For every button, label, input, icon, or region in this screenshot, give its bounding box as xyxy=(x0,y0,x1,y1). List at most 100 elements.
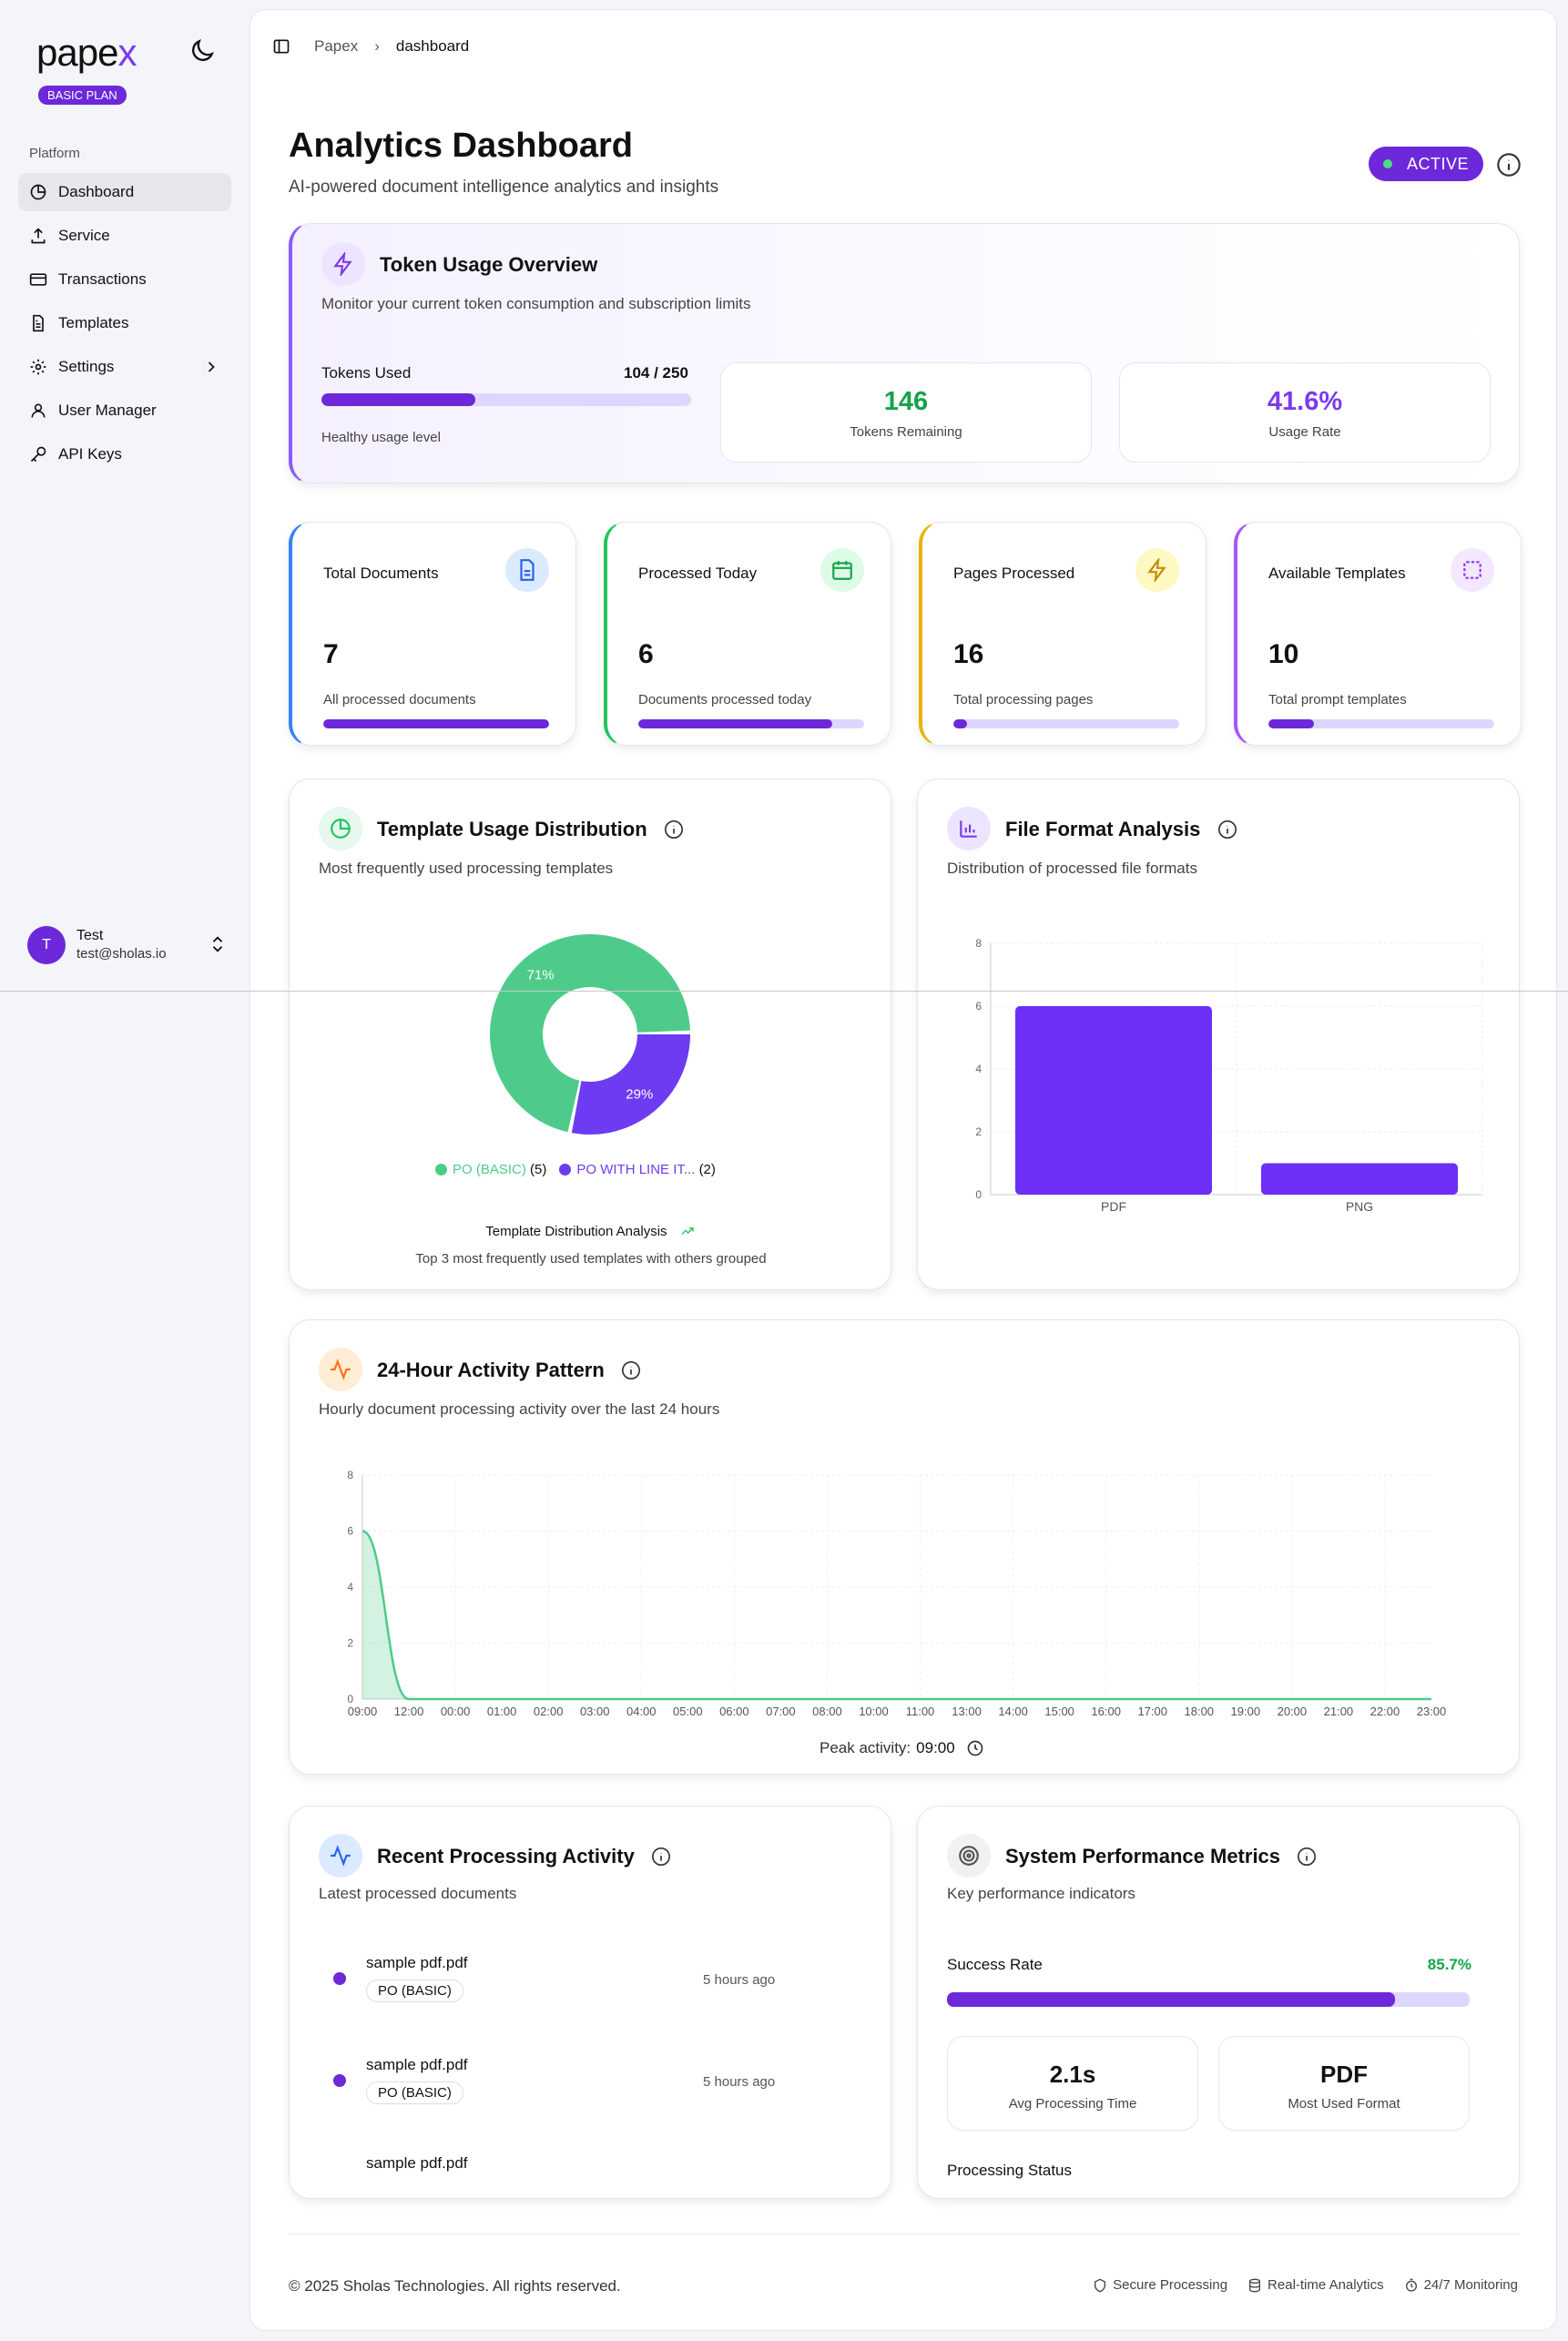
page-title: Analytics Dashboard xyxy=(289,127,633,165)
footer-copyright: © 2025 Sholas Technologies. All rights r… xyxy=(289,2277,621,2295)
pie-chart-icon xyxy=(319,807,362,850)
info-icon[interactable] xyxy=(621,1360,641,1380)
usage-rate-value: 41.6% xyxy=(1267,387,1343,416)
x-tick-label: 08:00 xyxy=(812,1705,842,1718)
list-item[interactable]: sample pdf.pdf PO (BASIC) 5 hours ago xyxy=(333,1949,789,2003)
clock-icon xyxy=(967,1740,983,1756)
x-tick-label: 10:00 xyxy=(859,1705,889,1718)
footer-monitoring: 24/7 Monitoring xyxy=(1404,2277,1518,2293)
legend-item[interactable]: PO WITH LINE IT... (2) xyxy=(559,1162,716,1177)
key-icon xyxy=(30,446,46,463)
usage-rate-label: Usage Rate xyxy=(1268,424,1341,440)
stat-card-pages-processed: Pages Processed 16 Total processing page… xyxy=(919,522,1207,746)
footer-links: Secure Processing Real-time Analytics 24… xyxy=(1073,2277,1518,2293)
x-tick-label: 07:00 xyxy=(766,1705,796,1718)
y-tick-label: 4 xyxy=(347,1581,353,1593)
tokens-used-value: 104 / 250 xyxy=(624,364,688,382)
info-icon[interactable] xyxy=(1297,1847,1317,1867)
x-tick-label: PDF xyxy=(1101,1199,1126,1214)
x-tick-label: 09:00 xyxy=(348,1705,378,1718)
success-rate-value: 85.7% xyxy=(1427,1956,1471,1973)
breadcrumb-root[interactable]: Papex xyxy=(314,37,359,55)
chevron-right-icon xyxy=(208,361,215,372)
stat-bar xyxy=(638,719,864,728)
document-icon xyxy=(505,548,549,592)
file-format-bar-chart: 0 2 4 6 8 PDF PNG xyxy=(975,937,1483,1214)
breadcrumb-current: dashboard xyxy=(395,37,470,55)
y-tick-label: 2 xyxy=(347,1637,353,1650)
sidebar-item-settings[interactable]: Settings xyxy=(18,348,231,386)
shield-icon xyxy=(1095,2278,1106,2292)
y-tick-label: 4 xyxy=(975,1063,982,1075)
status-dot xyxy=(1382,159,1392,168)
sidebar-item-user-manager[interactable]: User Manager xyxy=(18,392,231,430)
stat-card-available-templates: Available Templates 10 Total prompt temp… xyxy=(1234,522,1522,746)
performance-subtitle: Key performance indicators xyxy=(947,1885,1135,1902)
stat-bar xyxy=(1268,719,1494,728)
x-tick-label: 14:00 xyxy=(998,1705,1028,1718)
token-usage-subtitle: Monitor your current token consumption a… xyxy=(321,295,751,312)
timer-icon xyxy=(1405,2278,1417,2292)
sidebar-item-transactions[interactable]: Transactions xyxy=(18,260,231,299)
recent-activity-card: Recent Processing Activity Latest proces… xyxy=(289,1806,891,2199)
user-email: test@sholas.io xyxy=(76,946,167,962)
gear-icon xyxy=(30,359,46,375)
tokens-progress-bar xyxy=(321,393,691,406)
template-tag: PO (BASIC) xyxy=(366,1980,463,2002)
list-item[interactable]: sample pdf.pdf PO (BASIC) 5 hours ago xyxy=(333,2051,789,2105)
token-usage-card: Token Usage Overview Monitor your curren… xyxy=(289,223,1520,483)
list-item[interactable]: sample pdf.pdf xyxy=(366,2154,468,2172)
x-tick-label: 15:00 xyxy=(1044,1705,1074,1718)
info-icon[interactable] xyxy=(1217,819,1237,840)
x-tick-label: 12:00 xyxy=(394,1705,424,1718)
x-tick-label: 02:00 xyxy=(534,1705,564,1718)
sidebar-toggle-icon[interactable] xyxy=(272,37,290,56)
tokens-remaining-box: 146 Tokens Remaining xyxy=(720,362,1092,463)
user-icon xyxy=(31,403,46,418)
sidebar-nav: Dashboard Service Transactions Templates… xyxy=(18,173,231,479)
sidebar-item-dashboard[interactable]: Dashboard xyxy=(18,173,231,211)
sidebar-item-service[interactable]: Service xyxy=(18,217,231,255)
tokens-remaining-label: Tokens Remaining xyxy=(850,424,962,440)
file-format-card: File Format Analysis Distribution of pro… xyxy=(917,779,1520,1290)
info-icon[interactable] xyxy=(651,1847,671,1867)
tokens-remaining-value: 146 xyxy=(883,387,929,416)
status-badge[interactable]: ACTIVE xyxy=(1369,147,1483,181)
credit-card-icon xyxy=(29,273,47,286)
x-tick-label: 19:00 xyxy=(1231,1705,1261,1718)
sidebar-item-templates[interactable]: Templates xyxy=(18,304,231,342)
activity-icon xyxy=(319,1834,362,1878)
papex-logo[interactable]: papex xyxy=(36,31,137,74)
avg-time-box: 2.1s Avg Processing Time xyxy=(947,2036,1198,2131)
stat-bar xyxy=(953,719,1179,728)
analysis-subtitle: Top 3 most frequently used templates wit… xyxy=(415,1251,767,1267)
moon-icon[interactable] xyxy=(188,36,217,66)
performance-card: System Performance Metrics Key performan… xyxy=(917,1806,1520,2199)
y-tick-label: 8 xyxy=(347,1469,353,1481)
x-tick-label: 23:00 xyxy=(1417,1705,1447,1718)
info-icon[interactable] xyxy=(664,819,684,840)
x-tick-label: 01:00 xyxy=(487,1705,517,1718)
file-format-subtitle: Distribution of processed file formats xyxy=(947,860,1197,877)
bar xyxy=(1015,1006,1212,1195)
avatar: T xyxy=(27,926,66,964)
activity-title: 24-Hour Activity Pattern xyxy=(377,1359,641,1382)
user-menu[interactable]: T Test test@sholas.io xyxy=(27,923,228,967)
x-tick-label: 05:00 xyxy=(673,1705,703,1718)
x-tick-label: 22:00 xyxy=(1370,1705,1400,1718)
most-used-format-box: PDF Most Used Format xyxy=(1218,2036,1470,2131)
y-tick-label: 6 xyxy=(347,1525,353,1538)
nav-heading: Platform xyxy=(29,146,80,161)
legend-item[interactable]: PO (BASIC) (5) xyxy=(435,1162,546,1177)
x-tick-label: 18:00 xyxy=(1185,1705,1215,1718)
bar-chart-icon xyxy=(947,807,991,850)
x-tick-label: 20:00 xyxy=(1278,1705,1308,1718)
y-tick-label: 6 xyxy=(975,1000,982,1013)
sidebar-item-api-keys[interactable]: API Keys xyxy=(18,435,231,473)
info-icon[interactable] xyxy=(1496,152,1522,178)
usage-health-text: Healthy usage level xyxy=(321,430,441,445)
y-tick-label: 8 xyxy=(975,937,982,950)
recent-activity-subtitle: Latest processed documents xyxy=(319,1885,517,1902)
breadcrumb-separator-icon: › xyxy=(374,37,380,55)
x-tick-label: 00:00 xyxy=(441,1705,471,1718)
